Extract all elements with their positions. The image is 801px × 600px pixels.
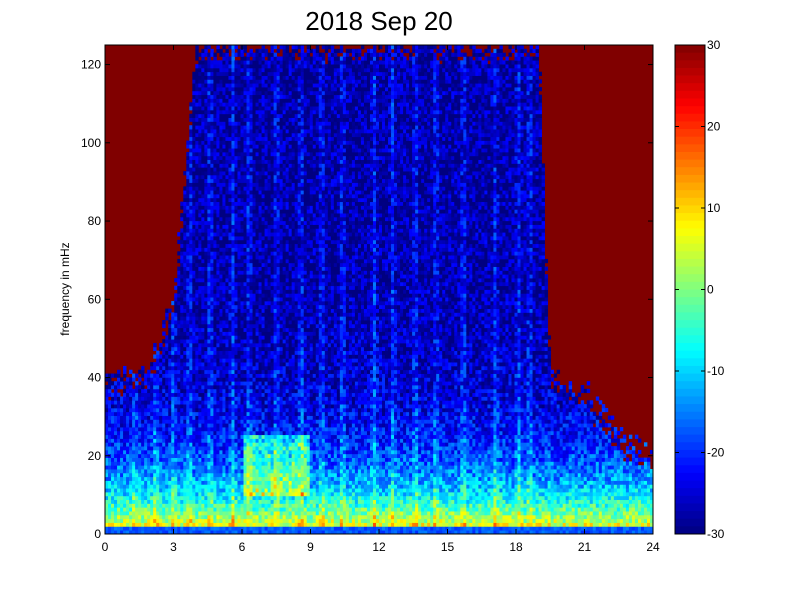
x-tick-label: 15 bbox=[441, 540, 455, 554]
colorbar-swatch bbox=[675, 106, 705, 115]
x-tick-label: 3 bbox=[170, 540, 177, 554]
colorbar-swatch bbox=[675, 90, 705, 99]
colorbar-tick-label: -30 bbox=[707, 527, 725, 541]
colorbar-swatch bbox=[675, 167, 705, 176]
colorbar-swatch bbox=[675, 236, 705, 245]
x-tick-label: 18 bbox=[509, 540, 523, 554]
colorbar: 30 20 10 0 -10 -20 -30 bbox=[674, 38, 725, 541]
colorbar-swatch bbox=[675, 335, 705, 344]
y-tick-label: 100 bbox=[81, 136, 101, 150]
heatmap-cells bbox=[105, 45, 654, 535]
colorbar-swatch bbox=[675, 129, 705, 138]
colorbar-swatch bbox=[675, 297, 705, 306]
colorbar-swatch bbox=[675, 457, 705, 466]
colorbar-swatch bbox=[675, 52, 705, 61]
colorbar-swatch bbox=[675, 518, 705, 527]
colorbar-swatch bbox=[675, 121, 705, 130]
colorbar-swatch bbox=[675, 144, 705, 153]
colorbar-swatch bbox=[675, 373, 705, 382]
y-tick-label: 0 bbox=[94, 527, 101, 541]
colorbar-swatch bbox=[675, 503, 705, 512]
colorbar-swatch bbox=[675, 213, 705, 222]
colorbar-swatch bbox=[675, 342, 705, 352]
y-tick-label: 60 bbox=[88, 292, 102, 306]
colorbar-swatch bbox=[675, 174, 705, 183]
colorbar-swatch bbox=[675, 396, 705, 405]
colorbar-swatch bbox=[675, 45, 705, 54]
colorbar-swatch bbox=[675, 281, 705, 290]
colorbar-swatch bbox=[675, 205, 705, 214]
colorbar-swatch bbox=[675, 427, 705, 436]
colorbar-swatch bbox=[675, 404, 705, 413]
colorbar-swatch bbox=[675, 419, 705, 428]
colorbar-swatch bbox=[675, 243, 705, 252]
colorbar-swatch bbox=[675, 511, 705, 520]
colorbar-swatch bbox=[675, 350, 705, 359]
x-axis: 0 3 6 9 12 15 18 21 24 bbox=[102, 45, 660, 554]
colorbar-swatch bbox=[675, 480, 705, 489]
x-tick-label: 24 bbox=[646, 540, 660, 554]
colorbar-swatch bbox=[675, 228, 705, 237]
colorbar-swatch bbox=[675, 75, 705, 84]
y-tick-label: 40 bbox=[88, 371, 102, 385]
colorbar-swatch bbox=[675, 60, 705, 69]
colorbar-tick-label: 10 bbox=[707, 201, 721, 215]
colorbar-swatch bbox=[675, 251, 705, 260]
colorbar-swatch bbox=[675, 312, 705, 321]
colorbar-swatch bbox=[675, 358, 705, 367]
colorbar-swatch bbox=[675, 197, 705, 206]
x-tick-label: 21 bbox=[578, 540, 592, 554]
colorbar-swatch bbox=[675, 442, 705, 451]
colorbar-tick-label: -20 bbox=[707, 446, 725, 460]
colorbar-swatch bbox=[675, 289, 705, 298]
colorbar-swatch bbox=[675, 266, 705, 275]
colorbar-swatch bbox=[675, 411, 705, 420]
y-tick-label: 120 bbox=[81, 58, 101, 72]
colorbar-tick-label: -10 bbox=[707, 364, 725, 378]
colorbar-swatch bbox=[675, 83, 705, 92]
colorbar-swatch bbox=[675, 258, 705, 267]
colorbar-swatch bbox=[675, 365, 705, 374]
colorbar-swatch bbox=[675, 304, 705, 313]
colorbar-swatch bbox=[675, 98, 705, 107]
x-tick-label: 0 bbox=[102, 540, 109, 554]
colorbar-swatch bbox=[675, 136, 705, 145]
colorbar-tick-label: 0 bbox=[707, 283, 714, 297]
colorbar-swatch bbox=[675, 495, 705, 504]
colorbar-tick-label: 20 bbox=[707, 120, 721, 134]
x-tick-label: 6 bbox=[239, 540, 246, 554]
colorbar-swatch bbox=[675, 151, 705, 161]
chart-title: 2018 Sep 20 bbox=[305, 6, 453, 36]
colorbar-swatch bbox=[675, 434, 705, 443]
x-tick-label: 12 bbox=[372, 540, 386, 554]
colorbar-tick-label: 30 bbox=[707, 38, 721, 52]
colorbar-swatch bbox=[675, 449, 705, 458]
colorbar-swatch bbox=[675, 320, 705, 329]
y-tick-label: 20 bbox=[88, 449, 102, 463]
colorbar-swatch bbox=[675, 388, 705, 397]
colorbar-swatch bbox=[675, 220, 705, 229]
colorbar-swatch bbox=[675, 113, 705, 122]
colorbar-swatch bbox=[675, 381, 705, 390]
colorbar-swatch bbox=[675, 465, 705, 474]
y-tick-label: 80 bbox=[88, 214, 102, 228]
colorbar-swatch bbox=[675, 472, 705, 481]
x-tick-label: 9 bbox=[307, 540, 314, 554]
colorbar-swatch bbox=[675, 182, 705, 191]
colorbar-swatch bbox=[675, 327, 705, 336]
y-axis: 0 20 40 60 80 100 120 bbox=[81, 58, 653, 541]
colorbar-swatch bbox=[675, 67, 705, 76]
colorbar-swatch bbox=[675, 274, 705, 283]
colorbar-swatch bbox=[675, 159, 705, 168]
colorbar-swatch bbox=[675, 526, 705, 535]
colorbar-swatch bbox=[675, 488, 705, 497]
colorbar-swatch bbox=[675, 190, 705, 199]
